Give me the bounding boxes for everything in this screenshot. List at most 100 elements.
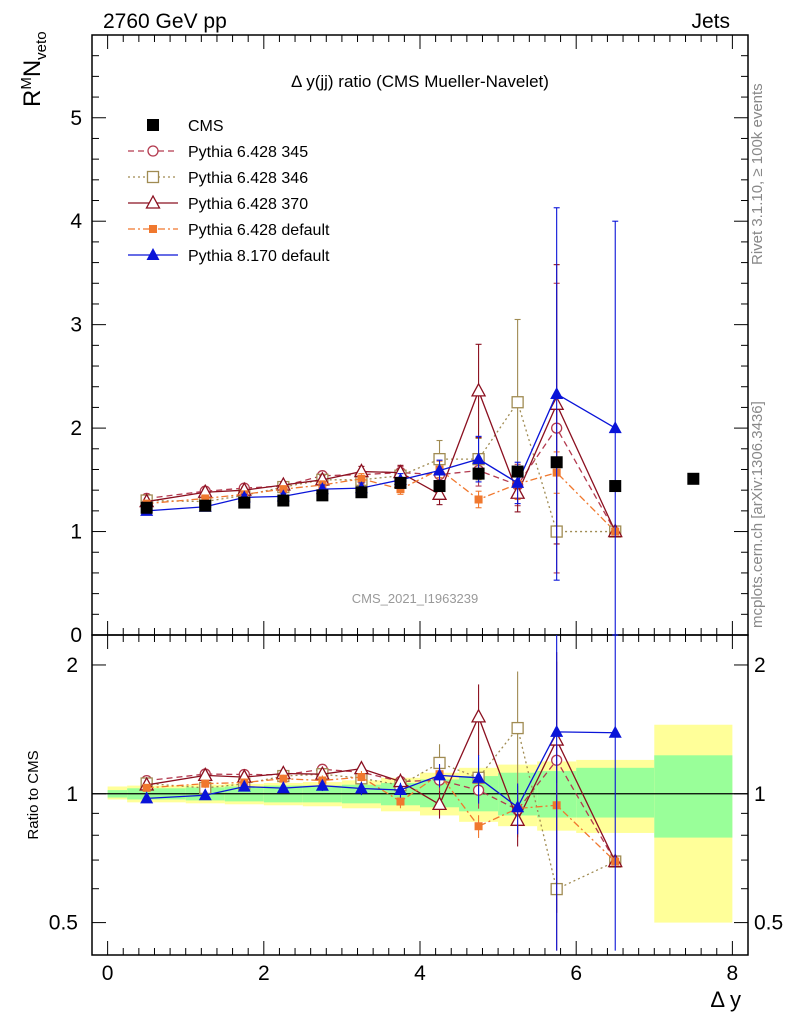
ratio-point (511, 721, 524, 735)
legend-marker (146, 170, 160, 184)
data-point (474, 495, 483, 504)
data-point (279, 485, 288, 494)
rivet-label: Rivet 3.1.10, ≥ 100k events (749, 83, 766, 265)
ratio-tick-label-right: 0.5 (754, 912, 783, 935)
ratio-line (146, 731, 616, 809)
ratio-point (393, 783, 407, 796)
ratio-point (237, 779, 251, 792)
watermark: CMS_2021_I1963239 (352, 591, 479, 606)
series-4 (140, 207, 622, 951)
y-tick-label: 3 (70, 314, 82, 337)
y-label-sup: M (18, 77, 35, 90)
legend-marker (147, 119, 159, 131)
ratio-point (279, 774, 288, 783)
legend-item-3: Pythia 6.428 370 (128, 194, 308, 213)
legend-label: Pythia 6.428 345 (188, 144, 308, 161)
cms-point (316, 489, 329, 502)
y-tick-label: 4 (70, 210, 82, 233)
cms-point (277, 494, 290, 507)
series-0 (141, 282, 621, 951)
legend-marker (149, 225, 157, 233)
legend-item-1: Pythia 6.428 345 (128, 144, 308, 161)
ratio-point (474, 822, 483, 831)
data-point (431, 485, 448, 500)
legend-marker (146, 248, 160, 260)
series-line (146, 426, 616, 532)
ratio-line (146, 715, 616, 862)
ratio-line (146, 759, 616, 862)
legend-item-0: CMS (147, 118, 224, 135)
data-point (357, 474, 366, 483)
series-line (146, 400, 616, 533)
x-tick-label: 4 (414, 962, 426, 985)
header-left: 2760 GeV pp (103, 10, 227, 33)
ratio-band (107, 724, 733, 923)
y-label-base: R (19, 90, 46, 107)
ratio-point (198, 788, 212, 801)
ratio-point (511, 800, 525, 813)
legend-marker (145, 194, 161, 209)
cms-point (238, 496, 251, 509)
ratio-point (431, 796, 448, 811)
legend-label: Pythia 6.428 346 (188, 170, 308, 187)
ratio-line (146, 773, 616, 863)
cms-point (511, 465, 524, 478)
x-axis-label: Δ y (710, 987, 741, 1012)
data-layer (140, 456, 700, 514)
cms-point (609, 480, 622, 493)
ratio-point (550, 724, 564, 737)
ratio-y-axis-label: Ratio to CMS (25, 750, 42, 839)
y-tick-label: 2 (70, 417, 82, 440)
data-point (396, 485, 405, 494)
ratio-point (472, 770, 486, 783)
cms-point (355, 486, 368, 499)
data-point (201, 494, 210, 503)
cms-point (433, 480, 446, 493)
ratio-point (608, 725, 622, 738)
data-point (511, 475, 525, 488)
x-tick-label: 8 (727, 962, 739, 985)
axes: 0 2 4 6 8 0 1 2 3 4 5 0.5 0.5 1 1 2 2 (49, 34, 783, 985)
legend-item-4: Pythia 6.428 default (128, 222, 330, 239)
data-point (511, 396, 524, 409)
ratio-tick-label-right: 1 (754, 783, 766, 806)
y-label-sub: veto (33, 31, 50, 59)
data-point (550, 386, 564, 399)
data-point (608, 421, 622, 434)
ratio-tick-label-left: 1 (66, 783, 78, 806)
cms-point (687, 472, 700, 485)
ratio-point (433, 768, 447, 781)
legend-item-5: Pythia 8.170 default (128, 248, 330, 265)
ratio-point (354, 781, 368, 794)
y-axis-label: RMNveto (18, 31, 50, 107)
ratio-point (276, 781, 290, 794)
x-tick-label: 0 (102, 962, 114, 985)
mcplots-label: mcplots.cern.ch [arXiv:1306.3436] (749, 401, 766, 628)
legend: CMS Pythia 6.428 345 Pythia 6.428 346 Pythi… (128, 118, 330, 265)
series-line (146, 389, 616, 532)
cms-point (550, 456, 563, 469)
series-layer (139, 207, 623, 951)
ratio-tick-label-left: 0.5 (49, 912, 78, 935)
chart-title: Δ y(jj) ratio (CMS Mueller-Navelet) (291, 72, 549, 91)
legend-item-2: Pythia 6.428 346 (128, 170, 308, 187)
cms-point (394, 476, 407, 489)
x-tick-label: 6 (570, 962, 582, 985)
ratio-point (142, 783, 151, 792)
ratio-tick-label-left: 2 (66, 654, 78, 677)
cms-point (140, 501, 153, 514)
ratio-point (315, 778, 329, 791)
y-label-main: N (19, 60, 46, 77)
y-tick-label: 0 (70, 624, 82, 647)
data-point (433, 463, 447, 476)
y-tick-label: 5 (70, 107, 82, 130)
band-inner (654, 755, 733, 838)
ratio-point (396, 797, 405, 806)
cms-point (199, 499, 212, 512)
legend-label: Pythia 8.170 default (188, 248, 330, 265)
data-point (472, 452, 486, 465)
series-line (146, 393, 616, 512)
ratio-line (146, 726, 616, 891)
header-right: Jets (691, 10, 730, 33)
